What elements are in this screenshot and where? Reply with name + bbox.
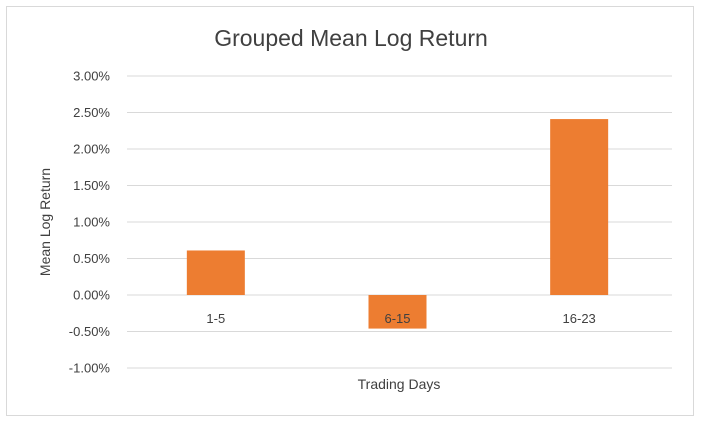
bar: [186, 250, 245, 295]
y-axis-tick-labels: 3.00% 2.50% 2.00% 1.50% 1.00% 0.50% 0.00% -0.50…: [69, 69, 111, 376]
y-tick-label: -0.50%: [69, 324, 111, 339]
chart-title: Grouped Mean Log Return: [214, 25, 488, 51]
category-label: 6-15: [384, 311, 410, 326]
y-axis-title: Mean Log Return: [37, 168, 53, 276]
y-tick-label: 0.00%: [73, 288, 110, 303]
category-label: 1-5: [206, 311, 225, 326]
category-label: 16-23: [563, 311, 596, 326]
y-tick-label: 2.00%: [73, 142, 110, 157]
x-axis-title: Trading Days: [358, 376, 441, 392]
y-tick-label: 0.50%: [73, 251, 110, 266]
bar: [368, 295, 427, 329]
y-tick-label: 2.50%: [73, 105, 110, 120]
y-tick-label: -1.00%: [69, 361, 111, 376]
bar: [550, 119, 609, 295]
x-axis-category-labels: 1-5 6-15 16-23: [206, 311, 595, 326]
y-tick-label: 3.00%: [73, 69, 110, 84]
y-tick-label: 1.50%: [73, 178, 110, 193]
bars: [186, 119, 609, 329]
y-tick-label: 1.00%: [73, 215, 110, 230]
